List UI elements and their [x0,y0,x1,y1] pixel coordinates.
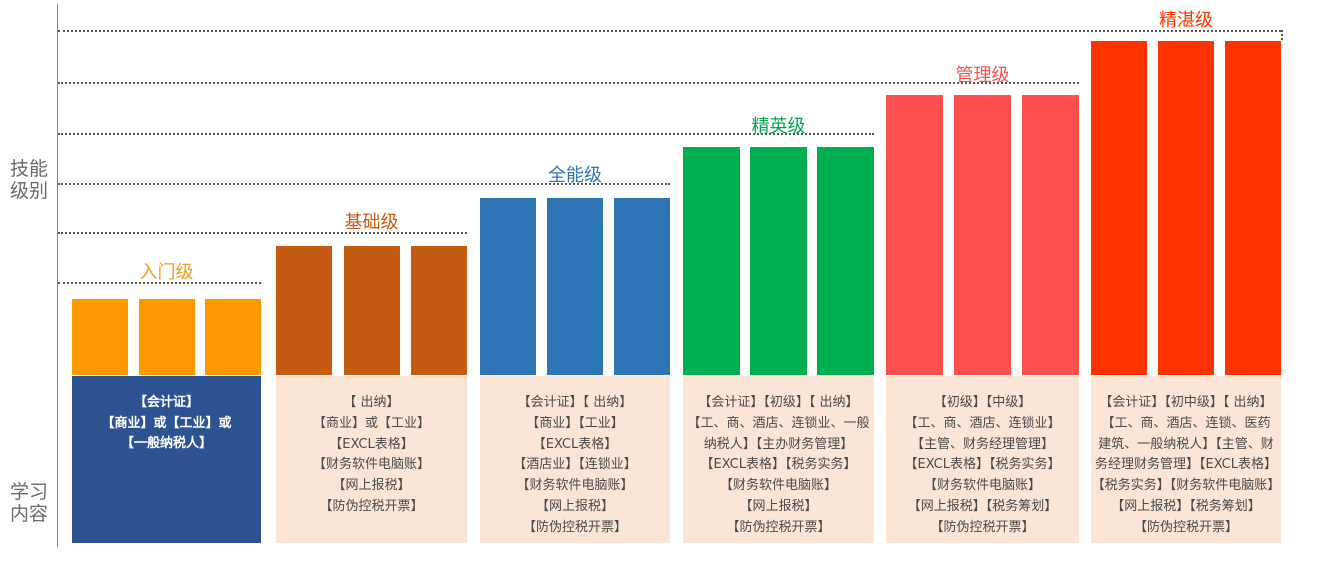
learning-content-line: 【财务软件电脑账】 [923,478,1041,494]
learning-content-line: 【网上报税】 [739,498,818,514]
learning-content-line: 【商业】或【工业】或 [101,415,232,431]
learning-content-line: 【会计证】【初中级】【 出纳】 [1099,395,1273,410]
level-bar [886,95,943,375]
learning-content-line: 【工、商、酒店、连锁业、一般 [687,415,870,431]
level-bar [343,246,400,375]
learning-content-axis-label: 学习 内容 [10,481,48,525]
learning-content-box: 【会计证】【初级】【 出纳】 【工、商、酒店、连锁业、一般 纳税人】【主办财务管理】… [683,376,874,543]
learning-content-line: 【酒店业】【连锁业】 [513,457,637,473]
level-bar [614,198,670,375]
level-title: 全能级 [548,165,602,186]
skill-label-line: 技能 [10,158,49,180]
learn-label-line: 学习 [10,481,49,503]
learning-content-line: 【防伪控税开票】 [522,519,627,535]
learning-content-box: 【 出纳】【商业】或【工业】 【EXCL表格】 【财务软件电脑账】 【网上报税】 【防伪… [276,376,467,543]
learning-content-line: 【商业】【工业】 [526,415,624,431]
learning-content-line: 【防伪控税开票】 [930,519,1035,535]
learning-content-line: 建筑、一般纳税人】【主管、财 [1098,436,1274,452]
learning-content-line: 【税务实务】【财务软件电脑账】 [1091,478,1281,494]
learning-content-line: 【EXCL表格】 [532,436,618,452]
learning-content-line: 【EXCL表格】【税务实务】 [700,457,857,473]
learning-content-line: 【财务软件电脑账】 [719,478,837,494]
skill-level-axis-label: 技能 级别 [10,158,48,202]
level-bar [547,198,603,375]
learning-content-line: 【工、商、酒店、连锁业】 [904,415,1061,431]
level-guide-line [58,30,1281,32]
level-bar [1091,41,1147,375]
level-title: 精英级 [751,116,806,137]
level-bar [683,147,740,375]
vertical-axis-line [57,4,58,547]
learning-content-line: 【主管、财务经理管理】 [910,436,1054,452]
learning-content-line: 【财务软件电脑账】 [516,478,634,494]
level-bar [276,246,332,375]
learning-content-line: 【网上报税】【税务筹划】 [1111,498,1261,514]
learning-content-line: 【EXCL表格】【税务实务】 [904,457,1061,473]
level-guide-line [58,282,261,284]
learning-content-line: 【工、商、酒店、连锁、医药 [1101,415,1271,431]
level-guide-line [58,183,670,185]
level-bar [1225,41,1281,375]
learning-content-line: 【财务软件电脑账】 [312,457,430,473]
level-bar [954,95,1011,375]
learning-content-line: 【网上报税】 [535,498,614,514]
level-guide-line [58,232,467,234]
level-bar [411,246,467,375]
level-bar [205,299,261,375]
level-title: 精湛级 [1159,10,1213,31]
learning-content-box: 【会计证】【 出纳】 【商业】【工业】 【EXCL表格】【酒店业】【连锁业】 【财务软… [480,376,670,543]
learning-content-line: 【会计证】【初级】【 出纳】 [698,395,859,410]
learning-content-line: 【商业】或【工业】 [312,415,430,431]
level-bar [72,299,128,375]
level-bar [138,299,195,375]
learning-content-box: 【初级】【中级】【工、商、酒店、连锁业】 【主管、财务经理管理】 【EXCL表格】【… [886,376,1079,543]
learning-content-line: 【防伪控税开票】 [726,519,831,535]
level-bar [480,198,536,375]
level-bar [1022,95,1079,375]
learn-label-line: 内容 [10,503,49,525]
learning-content-line: 【防伪控税开票】 [319,498,424,514]
learning-content-line: 务经理财务管理】【EXCL表格】 [1095,457,1277,473]
learning-content-line: 【EXCL表格】 [329,436,414,452]
top-right-guide-edge [1281,30,1283,40]
learning-content-line: 【一般纳税人】 [120,436,212,451]
level-bar [750,147,807,375]
learning-content-box: 【会计证】【商业】或【工业】或 【一般纳税人】 [72,376,261,543]
level-title: 基础级 [344,212,399,233]
level-bar [1158,41,1214,375]
learning-content-box: 【会计证】【初中级】【 出纳】 【工、商、酒店、连锁、医药 建筑、一般纳税人】【主管… [1091,376,1281,543]
level-guide-line [58,133,874,135]
learning-content-line: 【网上报税】【税务筹划】 [907,498,1058,514]
learning-content-line: 【 出纳】 [343,395,400,410]
learning-content-line: 纳税人】【主办财务管理】 [703,436,854,452]
learning-content-line: 【会计证】 [133,395,199,410]
learning-content-line: 【初级】【中级】 [933,395,1032,410]
level-title: 入门级 [139,262,194,283]
learning-content-line: 【会计证】【 出纳】 [517,395,633,410]
learning-content-line: 【网上报税】 [332,478,411,494]
level-guide-line [58,82,1079,84]
skill-label-line: 级别 [10,180,49,202]
learning-content-line: 【防伪控税开票】 [1133,519,1238,535]
level-title: 管理级 [955,65,1010,86]
level-bar [817,147,874,375]
